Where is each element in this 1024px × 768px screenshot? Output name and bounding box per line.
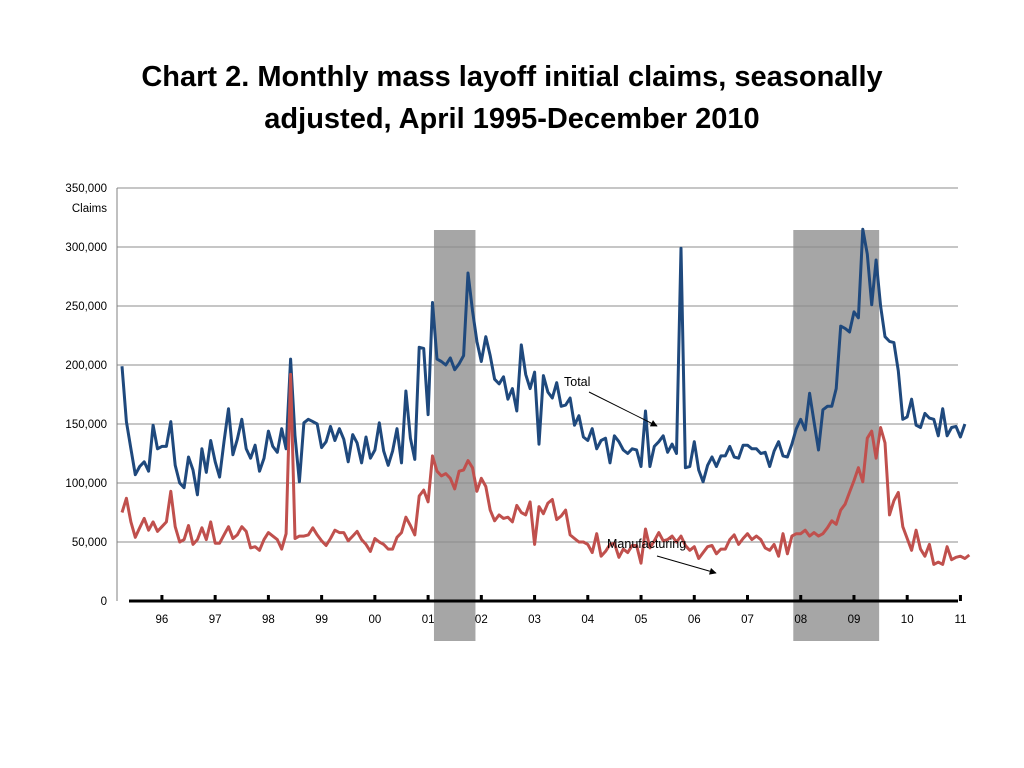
gridlines <box>117 187 958 543</box>
slide-title-line-1: Chart 2. Monthly mass layoff initial cla… <box>141 61 883 93</box>
y-tick-label: 350,000 <box>65 183 107 195</box>
x-tick-label: 06 <box>688 614 701 626</box>
x-tick-label: 04 <box>581 614 594 626</box>
x-tick-label: 97 <box>209 614 222 626</box>
slide-title: Chart 2. Monthly mass layoff initial cla… <box>62 56 962 140</box>
x-tick-label: 00 <box>368 614 381 626</box>
x-tick-label: 02 <box>475 614 488 626</box>
x-tick-label: 96 <box>156 614 169 626</box>
x-tick-label: 99 <box>315 614 328 626</box>
y-axis-label: Claims <box>72 203 107 215</box>
annotation-manufacturing-label: Manufacturing <box>607 537 686 551</box>
x-tick-label: 98 <box>262 614 275 626</box>
recession-bands <box>433 230 880 641</box>
series-line-manufacturing <box>120 372 971 566</box>
axes <box>116 188 962 603</box>
y-tick-label: 250,000 <box>65 301 107 313</box>
series-line-total <box>120 227 967 497</box>
y-tick-label: 150,000 <box>65 419 107 431</box>
series-lines <box>120 227 971 566</box>
y-tick-label: 300,000 <box>65 242 107 254</box>
annotations: Total Manufacturing <box>564 375 717 575</box>
annotation-total-arrow <box>588 391 658 427</box>
recession-band <box>433 230 476 641</box>
x-tick-label: 05 <box>635 614 648 626</box>
x-tick-label: 03 <box>528 614 541 626</box>
y-tick-label: 100,000 <box>65 478 107 490</box>
y-tick-label: 50,000 <box>72 537 107 549</box>
x-tick-label: 01 <box>422 614 435 626</box>
y-tick-label: 0 <box>101 596 107 608</box>
x-tick-label: 08 <box>794 614 807 626</box>
x-tick-label: 09 <box>848 614 861 626</box>
recession-band <box>793 230 880 641</box>
annotation-total-label: Total <box>564 375 590 389</box>
x-tick-label: 07 <box>741 614 754 626</box>
x-tick-label: 10 <box>901 614 914 626</box>
annotation-manufacturing-arrow <box>656 555 717 575</box>
y-tick-label: 200,000 <box>65 360 107 372</box>
slide-title-line-2: adjusted, April 1995-December 2010 <box>264 103 760 135</box>
axis-labels: 0 50,000 100,000 150,000 200,000 250,000 300,0… <box>65 183 966 626</box>
x-tick-label: 11 <box>954 614 966 626</box>
